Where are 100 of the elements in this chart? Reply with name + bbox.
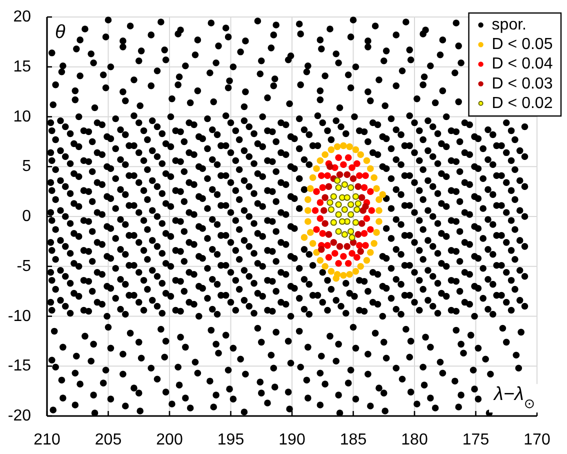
x-tick-label: 190 bbox=[278, 432, 306, 448]
point bbox=[330, 219, 337, 226]
point bbox=[348, 201, 354, 208]
point bbox=[352, 146, 360, 154]
point bbox=[306, 185, 314, 192]
point bbox=[358, 194, 366, 201]
x-tick-label: 170 bbox=[524, 432, 550, 448]
legend-label: D < 0.05 bbox=[492, 36, 553, 54]
point bbox=[341, 231, 348, 238]
point bbox=[363, 157, 370, 164]
y-tick-label: 5 bbox=[22, 158, 32, 176]
point bbox=[330, 193, 337, 200]
x-tick-label: 175 bbox=[462, 432, 490, 448]
point bbox=[367, 165, 374, 172]
point bbox=[306, 229, 314, 236]
point bbox=[354, 206, 360, 213]
point bbox=[348, 228, 354, 235]
point bbox=[319, 230, 326, 237]
point bbox=[348, 211, 354, 218]
point bbox=[358, 220, 366, 227]
point bbox=[334, 143, 341, 150]
point bbox=[312, 207, 319, 214]
point bbox=[354, 183, 362, 190]
point bbox=[357, 151, 364, 158]
point bbox=[335, 260, 342, 267]
point bbox=[326, 163, 334, 170]
point bbox=[304, 207, 312, 214]
point bbox=[318, 246, 325, 253]
point bbox=[379, 191, 386, 198]
point bbox=[313, 165, 320, 172]
point bbox=[348, 184, 354, 191]
point bbox=[336, 243, 344, 250]
y-tick-label: 20 bbox=[13, 8, 32, 26]
point bbox=[363, 256, 370, 264]
x-tick-label: 210 bbox=[34, 432, 60, 448]
point bbox=[362, 203, 369, 210]
point bbox=[344, 243, 351, 250]
point bbox=[373, 185, 380, 192]
y-tick-label: 15 bbox=[13, 58, 32, 76]
y-tick-label: -20 bbox=[8, 408, 32, 424]
y-tick-label: 0 bbox=[22, 208, 32, 225]
point bbox=[362, 172, 369, 179]
point bbox=[368, 207, 376, 214]
point bbox=[322, 151, 328, 158]
point bbox=[344, 260, 352, 267]
point bbox=[340, 272, 347, 279]
point bbox=[376, 207, 382, 214]
point bbox=[350, 175, 357, 182]
point bbox=[346, 143, 353, 150]
point bbox=[370, 174, 378, 181]
point bbox=[340, 253, 347, 260]
point bbox=[335, 201, 342, 208]
point bbox=[322, 262, 328, 270]
point bbox=[352, 268, 360, 275]
point bbox=[340, 142, 347, 150]
point bbox=[367, 249, 374, 256]
point bbox=[304, 218, 312, 225]
y-axis-title: θ bbox=[55, 22, 66, 43]
point bbox=[356, 172, 363, 179]
point bbox=[324, 242, 331, 249]
x-tick-label: 180 bbox=[401, 432, 428, 448]
point bbox=[334, 177, 341, 184]
point bbox=[309, 174, 316, 181]
point bbox=[313, 188, 320, 195]
point bbox=[336, 171, 344, 178]
point bbox=[367, 226, 374, 233]
point bbox=[357, 248, 364, 255]
point bbox=[332, 274, 340, 282]
point bbox=[331, 250, 338, 257]
point bbox=[328, 146, 335, 154]
x-tick-label: 195 bbox=[217, 432, 244, 448]
point bbox=[325, 254, 332, 261]
point bbox=[324, 172, 331, 179]
point bbox=[335, 211, 342, 218]
y-tick-label: 10 bbox=[13, 108, 32, 126]
point bbox=[335, 154, 342, 162]
point bbox=[373, 229, 380, 236]
point bbox=[320, 207, 328, 214]
point bbox=[376, 196, 382, 203]
point bbox=[322, 220, 328, 227]
point bbox=[348, 164, 356, 172]
point bbox=[316, 157, 324, 164]
point bbox=[304, 196, 312, 203]
point bbox=[341, 206, 348, 213]
point bbox=[330, 239, 338, 246]
x-axis-title: λ−λ$_{⊙}$ bbox=[493, 384, 535, 410]
point bbox=[318, 172, 325, 179]
point bbox=[354, 231, 362, 238]
point bbox=[309, 240, 316, 247]
point bbox=[344, 194, 350, 201]
point bbox=[370, 240, 378, 247]
point bbox=[328, 206, 334, 213]
point bbox=[354, 200, 362, 207]
point bbox=[344, 171, 351, 178]
point bbox=[325, 183, 332, 190]
y-tick-label: -15 bbox=[8, 358, 32, 375]
point bbox=[338, 218, 346, 225]
point bbox=[316, 199, 324, 206]
point bbox=[335, 184, 342, 191]
point bbox=[313, 249, 320, 256]
